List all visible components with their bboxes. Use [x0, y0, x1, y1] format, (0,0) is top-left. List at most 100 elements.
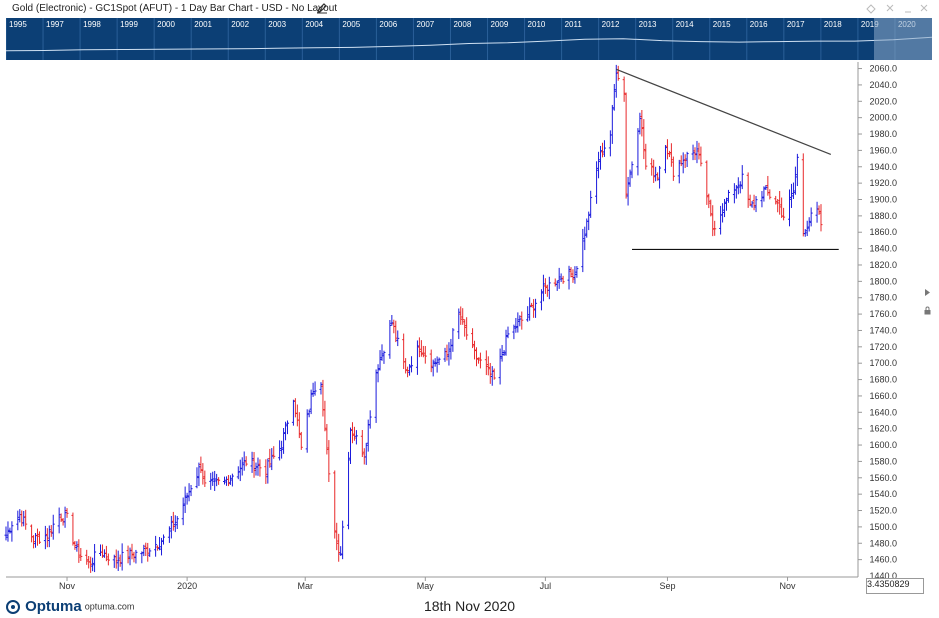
price-bar	[626, 176, 630, 206]
price-bar	[679, 155, 683, 167]
price-bar	[463, 319, 467, 337]
price-bar	[514, 317, 518, 333]
price-bar	[738, 181, 742, 194]
price-bar	[181, 497, 185, 526]
price-bar	[47, 525, 51, 548]
price-bar	[734, 185, 738, 199]
price-bar	[740, 165, 744, 190]
price-bar	[803, 229, 807, 237]
price-bar	[350, 422, 354, 444]
close-icon[interactable]	[920, 4, 928, 12]
price-bar	[22, 510, 26, 527]
price-bar	[567, 265, 571, 290]
y-tick-label: 1560.0	[869, 473, 897, 483]
price-bar	[244, 456, 248, 467]
price-bar	[217, 477, 221, 485]
overview-year-label: 2016	[750, 20, 768, 29]
price-bar	[504, 329, 508, 356]
lock-icon[interactable]	[923, 306, 932, 315]
price-bar	[636, 128, 640, 176]
price-bar	[671, 156, 675, 181]
price-bar	[132, 551, 136, 563]
price-bar	[532, 299, 536, 318]
price-bar	[169, 516, 173, 539]
overview-range-selector[interactable]	[874, 18, 932, 60]
price-bar	[140, 551, 144, 564]
price-bar	[616, 65, 620, 81]
price-bar	[628, 169, 632, 187]
price-bar	[654, 166, 658, 182]
overview-price-line	[6, 36, 932, 52]
price-bar	[410, 356, 414, 373]
price-bar	[75, 541, 79, 552]
price-bar	[215, 473, 219, 487]
price-bar	[118, 554, 122, 567]
y-tick-label: 1760.0	[869, 309, 897, 319]
price-bar	[526, 306, 530, 322]
price-bar	[98, 544, 102, 556]
price-bar	[575, 266, 579, 278]
overview-year-label: 2010	[528, 20, 546, 29]
y-tick-label: 2060.0	[869, 64, 897, 74]
price-bar	[89, 556, 93, 573]
overview-year-label: 2002	[231, 20, 249, 29]
price-bar	[713, 220, 717, 236]
price-bar	[431, 359, 435, 377]
price-bar	[602, 140, 606, 157]
price-bar	[341, 520, 345, 560]
price-bar	[476, 357, 480, 364]
price-bar	[817, 205, 821, 215]
diamond-icon[interactable]	[866, 4, 876, 14]
y-tick-label: 1460.0	[869, 555, 897, 565]
overview-year-label: 2009	[491, 20, 509, 29]
price-bar	[100, 544, 104, 558]
price-bar	[709, 199, 713, 217]
price-bar	[142, 544, 146, 557]
price-bar	[600, 142, 604, 158]
price-bar	[500, 345, 504, 362]
price-bar	[120, 543, 124, 571]
brand-site[interactable]: optuma.com	[84, 601, 135, 612]
price-bar	[167, 526, 171, 543]
pencil-icon[interactable]	[316, 2, 328, 14]
price-bar	[134, 549, 138, 564]
price-bar	[321, 379, 325, 417]
descending-trendline[interactable]	[616, 68, 832, 156]
price-bar	[203, 470, 207, 487]
price-bar	[695, 140, 699, 164]
price-bar	[293, 398, 297, 418]
overview-year-label: 2005	[342, 20, 360, 29]
y-tick-label: 2020.0	[869, 96, 897, 106]
price-bar	[154, 535, 158, 557]
overview-strip[interactable]: 1995 1997 1998 1999 2000 2001 2002 2003 2004 2005…	[6, 18, 932, 60]
price-bar	[171, 511, 175, 531]
price-bar	[362, 448, 366, 465]
price-bar	[697, 142, 701, 160]
price-bar	[658, 165, 662, 189]
price-bar	[419, 340, 423, 357]
price-bar	[669, 143, 673, 167]
xy-readout[interactable]: 3.4350829	[866, 578, 924, 594]
price-bar	[492, 368, 496, 380]
price-bar	[286, 420, 290, 435]
price-bar	[59, 513, 63, 522]
price-bar	[433, 358, 437, 367]
price-bar	[349, 427, 353, 464]
y-tick-label: 1920.0	[869, 178, 897, 188]
price-bar	[752, 194, 756, 211]
price-bar	[721, 203, 725, 223]
price-bar	[417, 337, 421, 358]
overview-year-label: 1999	[120, 20, 138, 29]
scroll-right-icon[interactable]	[923, 288, 932, 297]
price-bar	[429, 349, 433, 373]
price-bar	[719, 205, 723, 235]
price-bar	[583, 226, 587, 251]
price-bar	[557, 267, 561, 289]
price-bar	[640, 109, 644, 137]
price-bar	[211, 471, 215, 486]
pin-icon[interactable]	[886, 4, 894, 12]
price-bar	[559, 273, 563, 282]
price-bar	[705, 160, 709, 205]
price-bar	[73, 540, 77, 550]
